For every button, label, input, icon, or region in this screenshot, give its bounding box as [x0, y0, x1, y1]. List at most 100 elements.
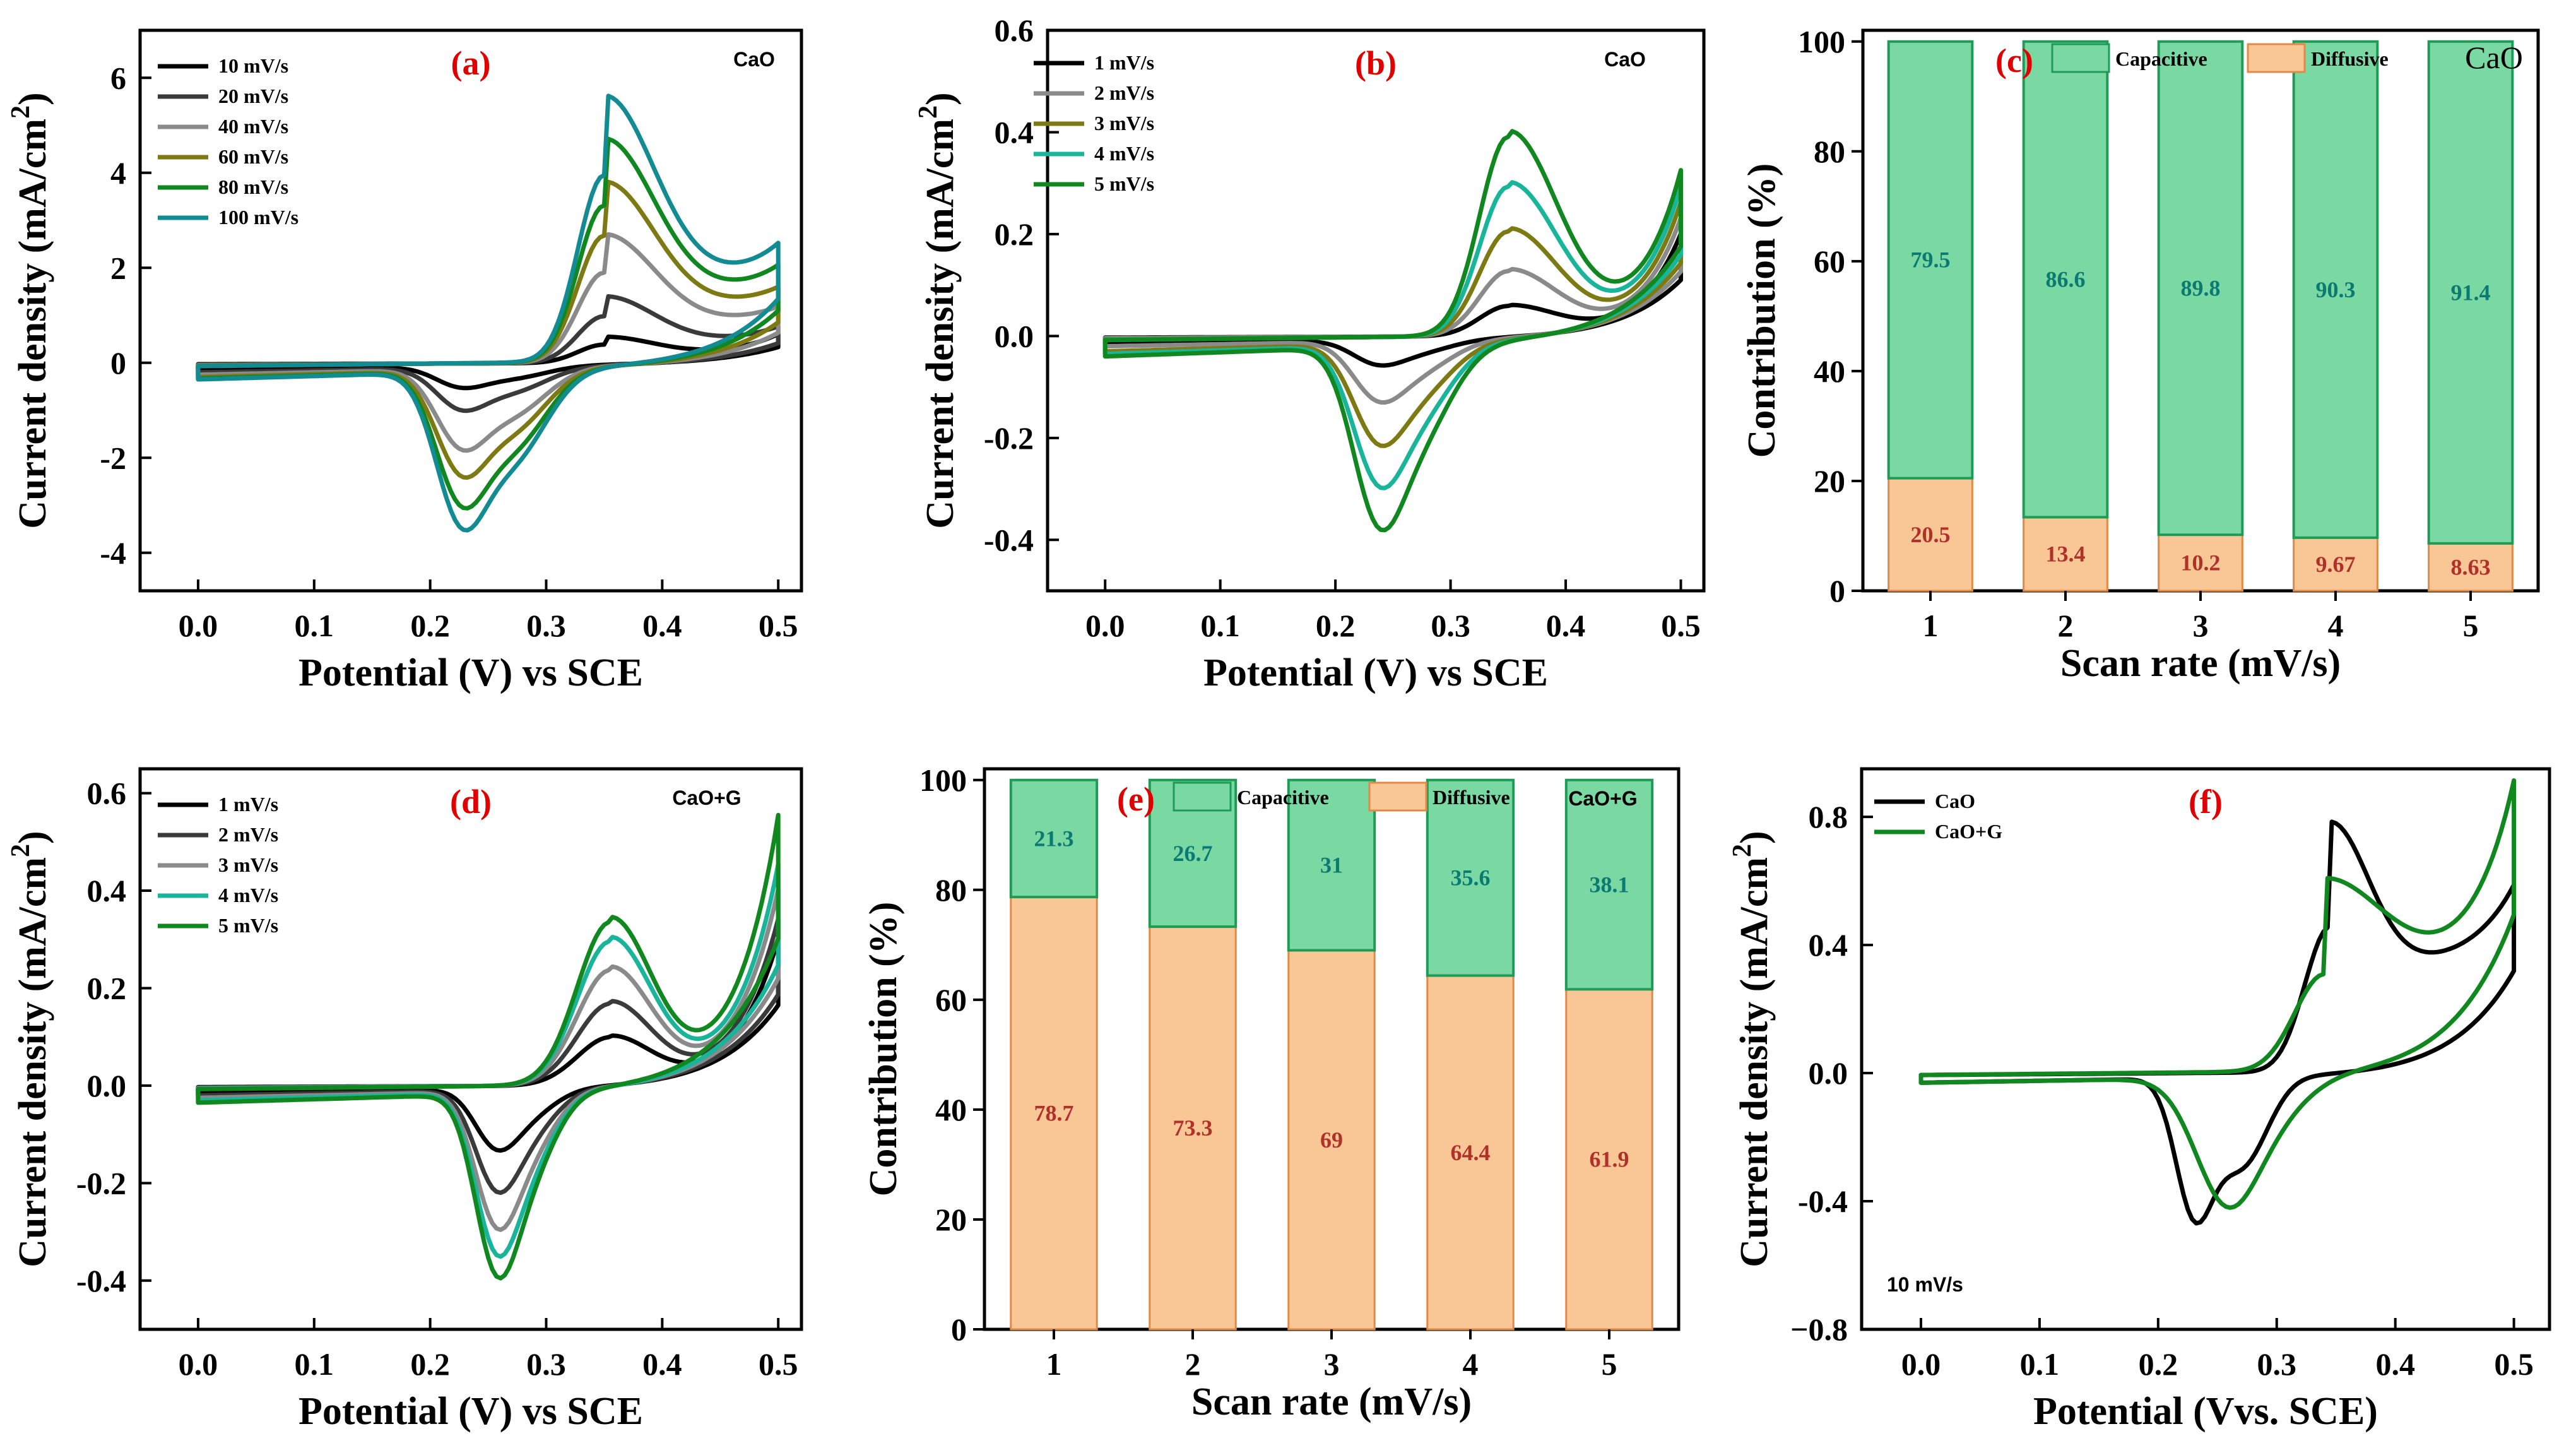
y-axis-label-sup: 2	[914, 105, 943, 119]
series-line-cao-g	[1918, 778, 2517, 1210]
bar-capacitive	[2157, 40, 2244, 537]
y-tick-label: 0.8	[1809, 799, 1848, 834]
y-tick-label: 0.0	[87, 1068, 127, 1103]
x-tick-label: 1	[1923, 608, 1939, 643]
bar-capacitive	[2292, 40, 2379, 539]
bar-diffusive	[1149, 925, 1237, 1331]
series-line-5-mv-s	[196, 812, 781, 1281]
data-label-diffusive: 73.3	[1173, 1115, 1213, 1141]
x-tick-label: 0.4	[1546, 608, 1586, 643]
legend-swatch-diffusive	[1368, 781, 1427, 812]
legend-entry: 2 mV/s	[1094, 81, 1154, 104]
panel-label: (a)	[451, 44, 491, 82]
y-tick-label: -2	[100, 440, 126, 475]
y-tick-label: 60	[935, 982, 967, 1018]
y-axis-label-close: )	[11, 92, 54, 105]
bar-capacitive	[1426, 778, 1515, 977]
y-axis-label-close: )	[919, 92, 962, 105]
y-axis-label: Current density (mA/cm2)	[914, 92, 962, 528]
x-tick-label: 4	[1463, 1346, 1479, 1382]
x-tick-label: 0.5	[759, 1346, 798, 1382]
series-line-2-mv-s	[1102, 215, 1683, 405]
y-tick-label: 0	[110, 345, 126, 381]
y-tick-label: 0.0	[995, 318, 1034, 353]
data-label-capacitive: 26.7	[1173, 841, 1213, 866]
bar-capacitive	[1887, 40, 1974, 480]
y-tick-label: -0.4	[1798, 1184, 1848, 1219]
y-tick-label: -0.2	[984, 420, 1034, 456]
x-tick-label: 0.4	[642, 1346, 682, 1382]
y-tick-label: 6	[110, 60, 126, 95]
x-tick-label: 0.0	[179, 1346, 218, 1382]
y-tick-label: 0	[1829, 573, 1845, 608]
data-label-diffusive: 61.9	[1590, 1147, 1629, 1172]
data-label-diffusive: 69	[1320, 1127, 1343, 1153]
panel-label: (d)	[450, 783, 492, 821]
bar-diffusive	[1888, 477, 1973, 592]
y-tick-label: 80	[935, 872, 967, 908]
sample-name: CaO+G	[1568, 787, 1637, 810]
x-tick-label: 1	[1046, 1346, 1062, 1382]
bar-capacitive	[2427, 40, 2514, 545]
data-label-diffusive: 10.2	[2181, 550, 2221, 576]
x-tick-label: 0.4	[642, 608, 682, 643]
legend-entry: 4 mV/s	[218, 884, 278, 906]
sample-name: CaO	[2465, 40, 2523, 75]
sample-name: CaO	[1604, 48, 1646, 71]
data-label-capacitive: 38.1	[1590, 872, 1629, 898]
legend-entry: 40 mV/s	[218, 115, 288, 138]
legend-entry: 4 mV/s	[1094, 142, 1154, 165]
data-label-diffusive: 9.67	[2316, 552, 2356, 577]
panel-d-frame	[138, 767, 803, 1331]
series-line-2-mv-s	[196, 916, 781, 1196]
series-line-40-mv-s	[196, 232, 781, 453]
y-tick-label: 40	[1814, 353, 1845, 389]
bar-diffusive	[2158, 533, 2243, 592]
y-tick-label: 100	[919, 763, 967, 798]
data-label-capacitive: 35.6	[1451, 865, 1491, 891]
x-axis-label: Potential (V) vs SCE	[1203, 651, 1548, 694]
y-axis-label: Current density (mA/cm2)	[6, 831, 54, 1267]
y-tick-label: 0	[951, 1312, 967, 1347]
x-tick-label: 0.0	[179, 608, 218, 643]
sample-name: CaO	[733, 48, 775, 71]
x-tick-label: 0.4	[2375, 1346, 2415, 1382]
y-tick-label: 0.2	[995, 217, 1034, 252]
x-axis-label: Scan rate (mV/s)	[2060, 642, 2341, 685]
y-axis-label-close: )	[1733, 831, 1776, 844]
data-label-diffusive: 20.5	[1911, 522, 1951, 547]
y-axis-label-main: Current density (mA/cm	[1733, 857, 1776, 1267]
data-label-capacitive: 91.4	[2451, 280, 2491, 305]
y-tick-label: -0.4	[984, 522, 1034, 557]
y-axis-label-main: Current density (mA/cm	[11, 857, 54, 1267]
y-axis-label-main: Current density (mA/cm	[919, 119, 962, 529]
data-label-diffusive: 13.4	[2046, 542, 2086, 567]
legend-entry: 80 mV/s	[218, 175, 288, 198]
y-axis-label-close: )	[11, 831, 54, 844]
x-tick-label: 0.3	[526, 608, 566, 643]
panel-c: 20.5 79.5 1 13.4 86.6 2 10.2 89.8 3 9.67 90.3 4 8.63…	[1740, 24, 2540, 685]
x-tick-label: 2	[2058, 608, 2074, 643]
y-tick-label: 0.0	[1809, 1055, 1848, 1091]
y-tick-label: 40	[935, 1092, 967, 1127]
y-axis-label-sup: 2	[1728, 844, 1757, 857]
x-tick-label: 0.3	[2257, 1346, 2297, 1382]
data-label-capacitive: 21.3	[1034, 826, 1074, 851]
legend-entry: 20 mV/s	[218, 85, 288, 107]
y-tick-label: 60	[1814, 244, 1845, 279]
bar-diffusive	[1565, 988, 1653, 1331]
panel-b-frame	[1046, 28, 1706, 593]
x-tick-label: 2	[1185, 1346, 1201, 1382]
legend-entry: 3 mV/s	[1094, 112, 1154, 134]
y-tick-label: 0.4	[1809, 927, 1848, 963]
x-tick-label: 0.0	[1085, 608, 1125, 643]
legend-entry: CaO	[1935, 790, 1975, 812]
x-tick-label: 0.1	[2020, 1346, 2060, 1382]
panel-a-frame	[138, 28, 803, 593]
x-tick-label: 4	[2328, 608, 2344, 643]
x-axis-label: Potential (V) vs SCE	[298, 1390, 643, 1433]
legend-swatch-capacitive	[2051, 43, 2110, 73]
panel-a: 0.0 0.1 0.2 0.3 0.4 0.5 -4 -2 0 2 4 6 Potential (V) …	[6, 28, 803, 694]
legend-entry: 2 mV/s	[218, 823, 278, 846]
